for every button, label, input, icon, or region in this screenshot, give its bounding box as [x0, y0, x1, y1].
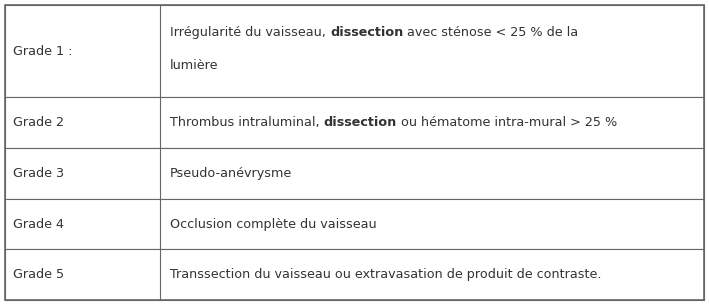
Text: dissection: dissection [324, 116, 397, 129]
Bar [5, 98, 704, 148]
Text: Grade 4: Grade 4 [13, 217, 64, 231]
Text: Occlusion complète du vaisseau: Occlusion complète du vaisseau [170, 217, 376, 231]
Text: Pseudo-anévrysme: Pseudo-anévrysme [170, 167, 292, 180]
Bar [5, 5, 704, 98]
Text: Grade 2: Grade 2 [13, 116, 64, 129]
Text: Grade 5: Grade 5 [13, 268, 64, 281]
Text: avec sténose < 25 % de la: avec sténose < 25 % de la [403, 26, 579, 39]
Text: Transsection du vaisseau ou extravasation de produit de contraste.: Transsection du vaisseau ou extravasatio… [170, 268, 602, 281]
Bar [5, 148, 704, 199]
Bar [5, 199, 704, 249]
Text: ou hématome intra-mural > 25 %: ou hématome intra-mural > 25 % [397, 116, 618, 129]
Text: Irrégularité du vaisseau,: Irrégularité du vaisseau, [170, 26, 330, 39]
Text: Grade 1 :: Grade 1 : [13, 45, 72, 58]
Text: dissection: dissection [330, 26, 403, 39]
Text: lumière: lumière [170, 59, 218, 72]
Text: Thrombus intraluminal,: Thrombus intraluminal, [170, 116, 324, 129]
Text: Grade 3: Grade 3 [13, 167, 64, 180]
Bar [5, 249, 704, 300]
